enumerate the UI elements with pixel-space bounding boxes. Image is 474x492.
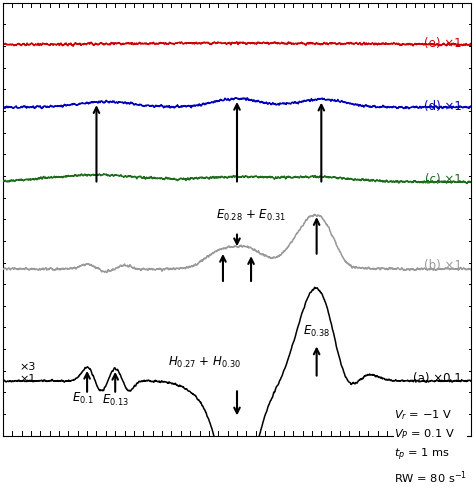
Text: $E_{0.28}$ + $E_{0.31}$: $E_{0.28}$ + $E_{0.31}$: [216, 208, 286, 223]
Text: $E_{0.1}$: $E_{0.1}$: [72, 391, 93, 406]
Text: (c) ×1: (c) ×1: [425, 173, 462, 186]
Text: $H_{0.27}$ + $H_{0.30}$: $H_{0.27}$ + $H_{0.30}$: [168, 355, 241, 370]
Text: ×3: ×3: [19, 362, 36, 372]
Text: (e) ×1: (e) ×1: [424, 37, 462, 50]
Text: (a) ×0.1: (a) ×0.1: [413, 372, 462, 385]
Text: (b) ×1: (b) ×1: [424, 259, 462, 272]
Text: $V_r$ = −1 V
$V_P$ = 0.1 V
$t_p$ = 1 ms
RW = 80 s$^{-1}$: $V_r$ = −1 V $V_P$ = 0.1 V $t_p$ = 1 ms …: [393, 408, 466, 486]
Text: $E_{0.13}$: $E_{0.13}$: [102, 393, 129, 408]
Text: (d) ×1: (d) ×1: [424, 99, 462, 113]
Text: $E_{0.38}$: $E_{0.38}$: [302, 324, 330, 339]
Text: ×1: ×1: [19, 374, 36, 384]
